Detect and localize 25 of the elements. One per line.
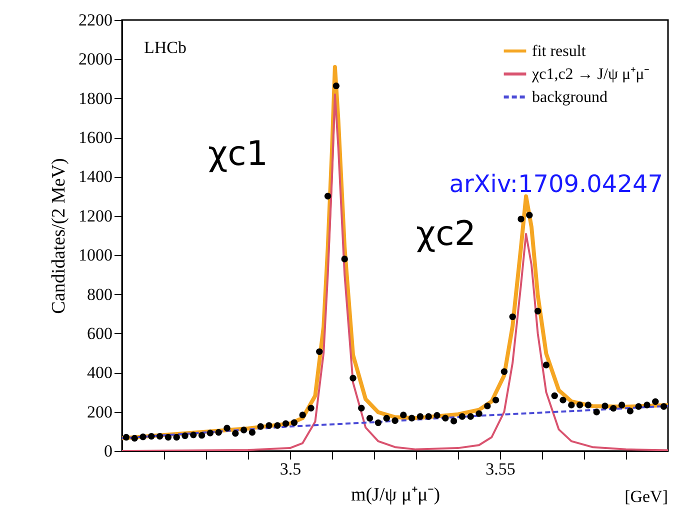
y-tick-label: 600 [87, 324, 112, 343]
y-tick-label: 1200 [78, 206, 112, 226]
x-tick-label: 3.5 [280, 460, 302, 478]
x-axis-title: m(J/ψ μ⁺μ⁻) [350, 484, 440, 506]
y-tick-label: 2000 [78, 50, 112, 69]
annotation: χc1 [208, 134, 268, 174]
line-series [122, 404, 668, 440]
y-tick-label: 0 [104, 442, 112, 460]
y-tick-label: 400 [87, 363, 112, 382]
y-tick-label: 1800 [78, 88, 112, 108]
y-tick-label: 200 [87, 402, 112, 422]
legend-label: background [532, 89, 608, 106]
annotation: χc2 [416, 214, 476, 254]
legend-label: fit result [532, 43, 586, 60]
y-tick-label: 1000 [78, 246, 112, 265]
y-tick-label: 2200 [78, 10, 112, 30]
legend-label: χc1,c2 → J/ψ μ⁺μ⁻ [531, 66, 650, 83]
annotation: LHCb [144, 38, 186, 57]
annotation: arXiv:1709.04247 [449, 170, 663, 198]
y-axis-title: Candidates/(2 MeV) [48, 158, 70, 314]
y-tick-label: 1400 [78, 167, 112, 186]
y-tick-label: 800 [87, 284, 112, 304]
x-tick-label: 3.55 [486, 460, 516, 478]
text: [GeV] [624, 487, 668, 506]
y-tick-label: 1600 [78, 128, 112, 148]
